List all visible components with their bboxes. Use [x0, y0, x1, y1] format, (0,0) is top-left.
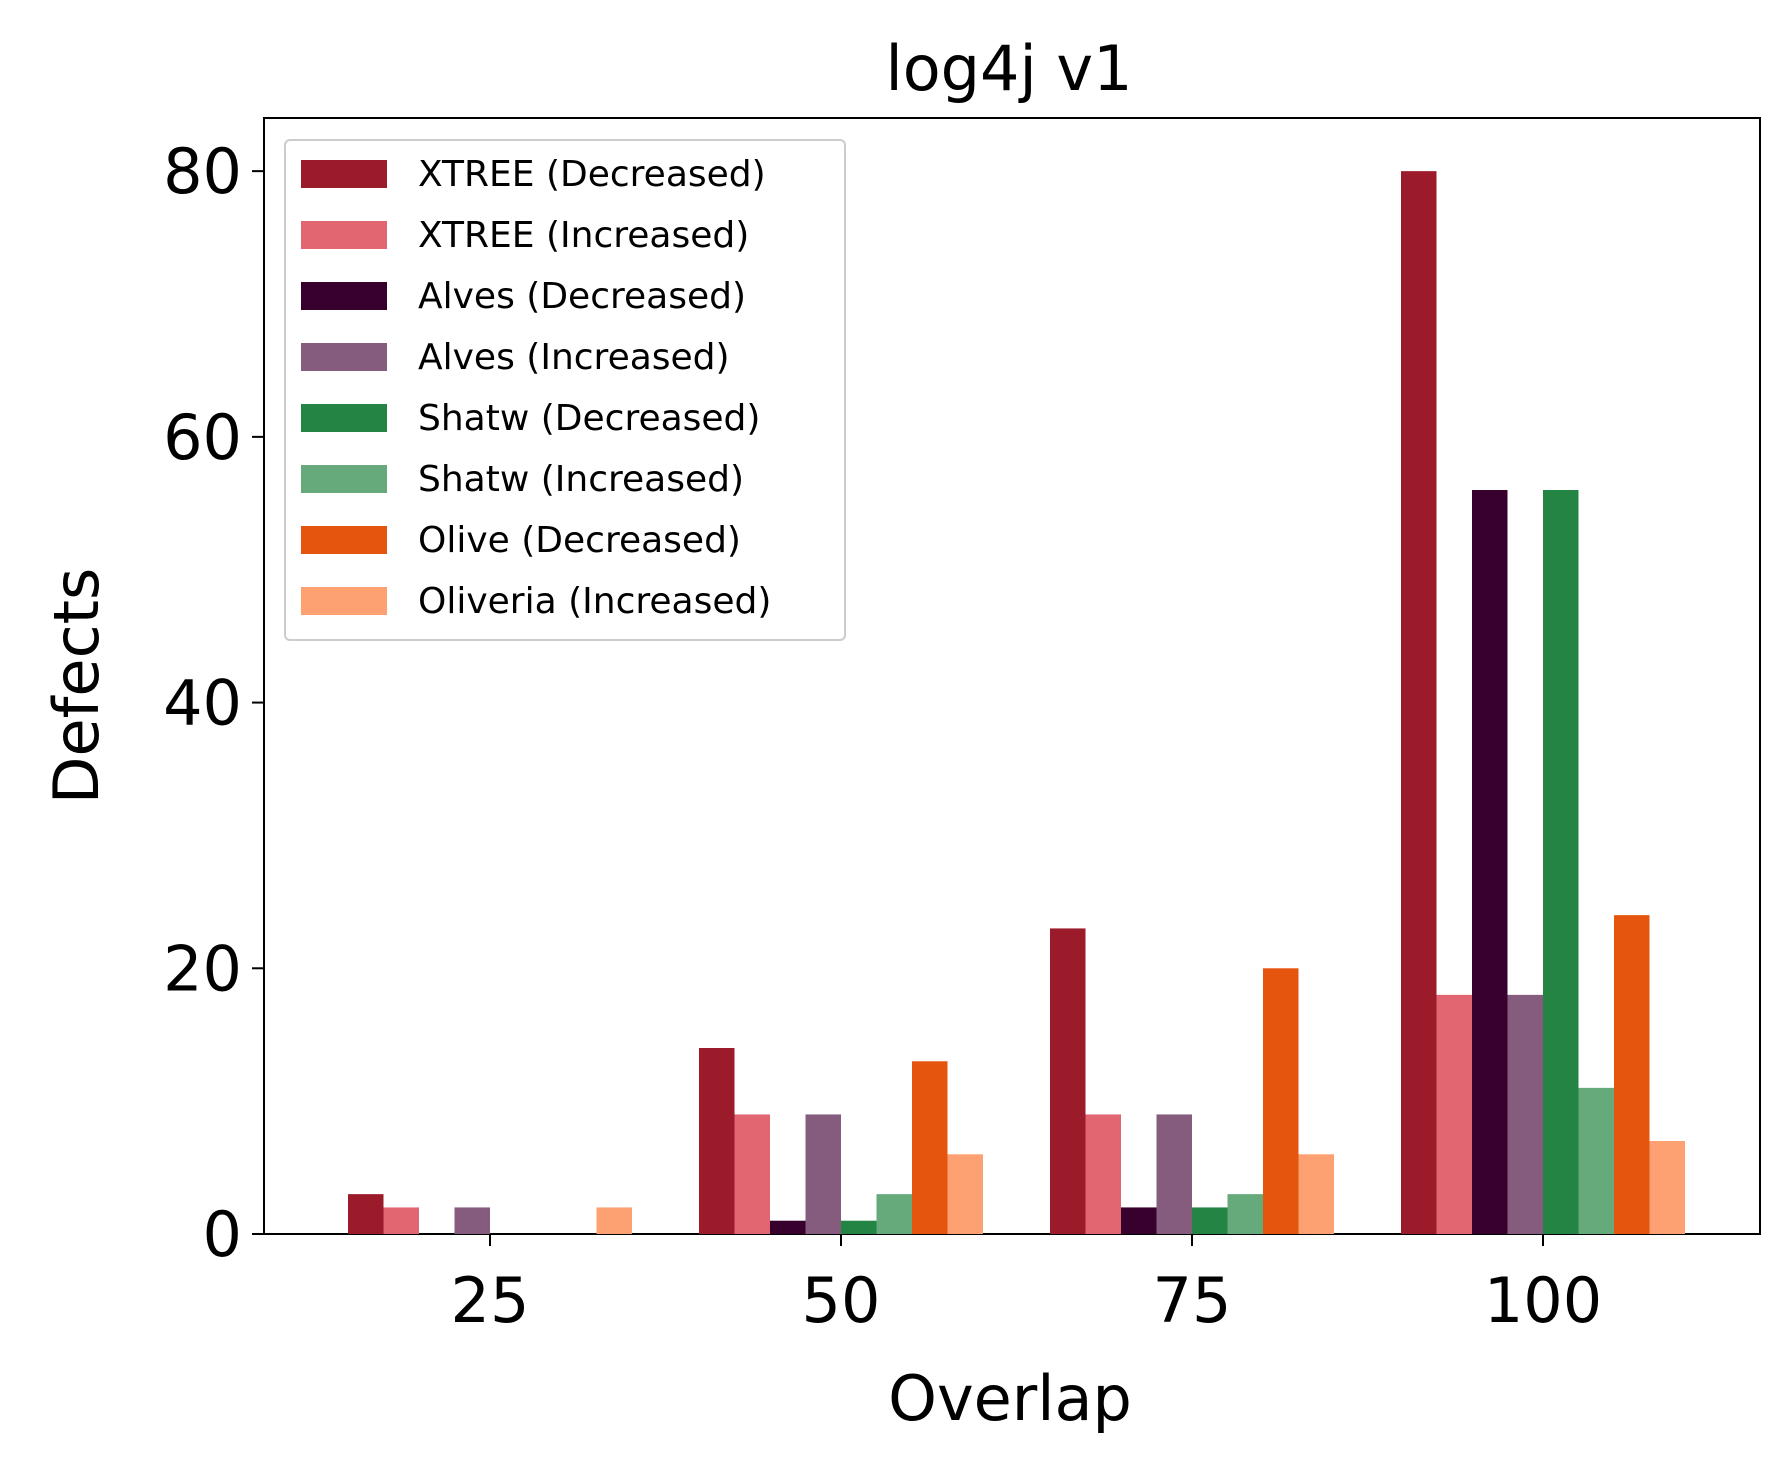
bar [596, 1207, 632, 1234]
chart-title: log4j v1 [885, 32, 1132, 105]
legend-label: Oliveria (Increased) [418, 581, 771, 622]
bar [841, 1220, 877, 1234]
y-tick-label: 20 [163, 932, 242, 1005]
bar [947, 1154, 983, 1234]
legend-swatch [301, 343, 387, 371]
bar [1507, 994, 1543, 1234]
bar [699, 1048, 735, 1234]
y-tick-label: 40 [163, 667, 242, 740]
bar [876, 1194, 912, 1234]
legend-label: Alves (Decreased) [418, 276, 746, 317]
legend-swatch [301, 404, 387, 432]
legend: XTREE (Decreased) XTREE (Increased) Alves … [284, 139, 846, 641]
bar [912, 1061, 948, 1234]
legend-label: Shatw (Increased) [418, 459, 744, 500]
legend-label: XTREE (Increased) [418, 215, 749, 256]
x-tick-label: 100 [1484, 1264, 1602, 1337]
legend-swatch [301, 526, 387, 554]
legend-label: Olive (Decreased) [418, 520, 741, 561]
legend-frame [284, 139, 846, 641]
legend-label: XTREE (Decreased) [418, 154, 766, 195]
bar [1085, 1114, 1121, 1234]
legend-label: Shatw (Decreased) [418, 398, 760, 439]
bar [1401, 171, 1437, 1234]
legend-swatch [301, 465, 387, 493]
bar [1578, 1087, 1614, 1234]
bar [1263, 968, 1299, 1234]
bar [1436, 994, 1472, 1234]
bar [770, 1220, 806, 1234]
y-tick-label: 60 [163, 401, 242, 474]
bar [348, 1194, 384, 1234]
legend-swatch [301, 587, 387, 615]
x-tick-label: 25 [451, 1264, 530, 1337]
y-axis: 0 20 40 60 80 [163, 135, 264, 1271]
y-tick-label: 80 [163, 135, 242, 208]
legend-swatch [301, 160, 387, 188]
bar [734, 1114, 770, 1234]
x-tick-label: 75 [1153, 1264, 1232, 1337]
plot-area [263, 117, 1761, 1235]
bar [1156, 1114, 1192, 1234]
y-tick-label: 0 [203, 1198, 242, 1271]
bar [1192, 1207, 1228, 1234]
bar [383, 1207, 419, 1234]
bar [1472, 490, 1508, 1234]
x-tick-label: 50 [802, 1264, 881, 1337]
bar [1298, 1154, 1334, 1234]
bar [1614, 915, 1650, 1234]
bar [805, 1114, 841, 1234]
bar [454, 1207, 490, 1234]
x-axis-label: Overlap [888, 1362, 1132, 1435]
legend-swatch [301, 282, 387, 310]
bar [1121, 1207, 1157, 1234]
bar [1649, 1141, 1685, 1234]
bar [1050, 928, 1086, 1234]
legend-swatch [301, 221, 387, 249]
bars-group [348, 171, 1685, 1234]
y-axis-label: Defects [40, 568, 113, 805]
bar [1227, 1194, 1263, 1234]
legend-label: Alves (Increased) [418, 337, 730, 378]
bar [1543, 490, 1579, 1234]
x-axis: 25 50 75 100 [451, 1234, 1602, 1337]
